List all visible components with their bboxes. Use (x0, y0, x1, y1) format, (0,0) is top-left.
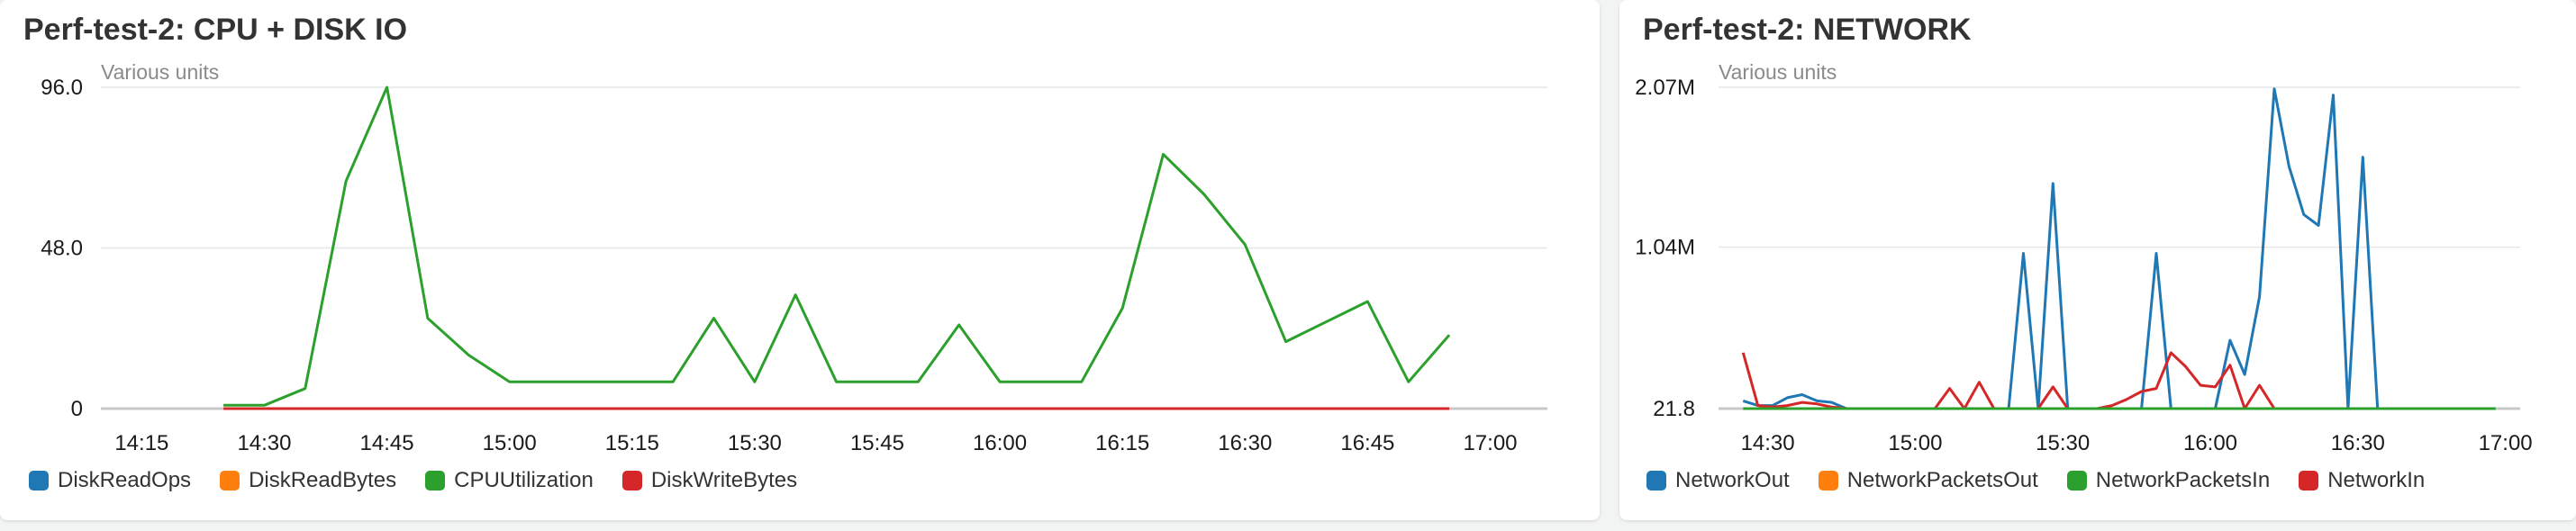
x-tick-label: 15:30 (728, 431, 782, 450)
legend-item-diskreadops[interactable]: DiskReadOps (29, 468, 191, 493)
series-line-cpuutilization (223, 86, 1451, 407)
widget-title-cpu[interactable]: Perf-test-2: CPU + DISK IO (23, 13, 408, 47)
legend-swatch-icon (220, 471, 240, 490)
x-tick-label: 16:15 (1095, 431, 1149, 450)
x-tick-label: 14:45 (360, 431, 414, 450)
legend-label: NetworkOut (1675, 468, 1790, 492)
x-tick-label: 14:15 (114, 431, 168, 450)
y-tick-label: 1.04M (1635, 236, 1695, 260)
legend-swatch-icon (1818, 471, 1838, 490)
widget-title-network[interactable]: Perf-test-2: NETWORK (1643, 13, 1972, 47)
legend-label: NetworkPacketsIn (2095, 468, 2271, 492)
legend-swatch-icon (2299, 471, 2319, 490)
series-line-networkout (1742, 87, 2496, 410)
x-tick-label: 15:15 (605, 431, 659, 450)
legend-label: CPUUtilization (454, 468, 594, 492)
x-tick-label: 16:00 (973, 431, 1027, 450)
network-chart[interactable]: Various units 21.8 1.04M 2.07M 14:30 15:00 15… (1619, 0, 2576, 450)
cpu-disk-widget: Perf-test-2: CPU + DISK IO Various units… (0, 0, 1600, 520)
legend-item-networkpacketsout[interactable]: NetworkPacketsOut (1818, 468, 2038, 493)
y-tick-label: 2.07M (1635, 76, 1695, 100)
units-label: Various units (101, 60, 219, 84)
legend-item-networkout[interactable]: NetworkOut (1646, 468, 1790, 493)
x-tick-label: 16:00 (2183, 431, 2237, 450)
legend-label: DiskReadOps (58, 468, 192, 492)
y-tick-label: 21.8 (1653, 397, 1695, 421)
legend-swatch-icon (1646, 471, 1666, 490)
x-tick-label: 15:45 (850, 431, 904, 450)
cpu-disk-chart[interactable]: Various units 0 48.0 96.0 14:15 14:30 14:45 15… (0, 0, 1600, 450)
legend-label: NetworkIn (2327, 468, 2426, 492)
legend-item-cpuutilization[interactable]: CPUUtilization (425, 468, 594, 493)
x-tick-label: 15:00 (483, 431, 537, 450)
legend-label: NetworkPacketsOut (1846, 468, 2038, 492)
legend-label: DiskReadBytes (249, 468, 397, 492)
x-tick-label: 17:00 (2479, 431, 2533, 450)
x-tick-label: 15:00 (1888, 431, 1942, 450)
y-tick-label: 96.0 (41, 76, 83, 100)
legend-item-diskreadbytes[interactable]: DiskReadBytes (220, 468, 396, 493)
units-label: Various units (1719, 60, 1837, 84)
series-line-networkin (1741, 351, 2363, 410)
legend-label: DiskWriteBytes (650, 468, 798, 492)
x-tick-label: 16:30 (2331, 431, 2385, 450)
network-widget: Perf-test-2: NETWORK Various units 21.8 1… (1619, 0, 2576, 520)
x-tick-label: 15:30 (2036, 431, 2090, 450)
x-tick-label: 14:30 (1741, 431, 1795, 450)
x-tick-label: 17:00 (1463, 431, 1517, 450)
y-tick-label: 0 (71, 397, 83, 421)
legend-swatch-icon (621, 471, 642, 490)
legend-swatch-icon (2066, 471, 2087, 490)
legend-swatch-icon (29, 471, 49, 490)
legend-item-networkpacketsin[interactable]: NetworkPacketsIn (2066, 468, 2271, 493)
network-legend: NetworkOut NetworkPacketsOut NetworkPacket… (1646, 468, 2454, 493)
x-tick-label: 16:45 (1340, 431, 1394, 450)
legend-item-networkin[interactable]: NetworkIn (2299, 468, 2425, 493)
cpu-legend: DiskReadOps DiskReadBytes CPUUtilization Di… (29, 468, 826, 493)
y-tick-label: 48.0 (41, 237, 83, 261)
x-tick-label: 16:30 (1218, 431, 1272, 450)
x-tick-label: 14:30 (237, 431, 291, 450)
legend-item-diskwritebytes[interactable]: DiskWriteBytes (621, 468, 798, 493)
legend-swatch-icon (425, 471, 446, 490)
